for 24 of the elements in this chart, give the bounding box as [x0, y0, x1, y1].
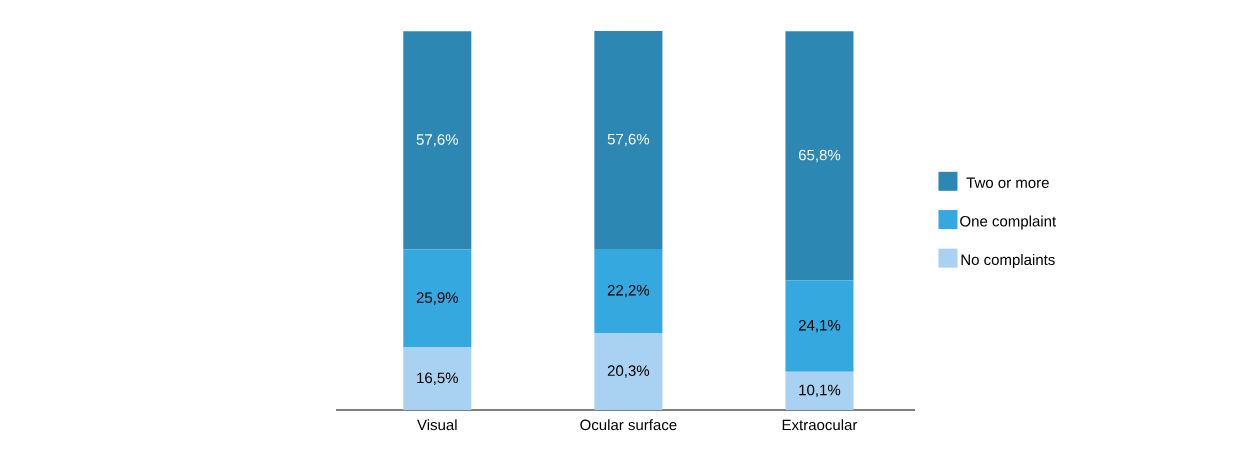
bar: [403, 249, 472, 348]
bar: [594, 249, 663, 334]
legend-label: No complaints: [961, 254, 1055, 269]
bar: [403, 347, 472, 410]
legend-label: Two or more: [966, 177, 1049, 188]
bar: [403, 31, 472, 250]
data-label: 65,8%: [798, 149, 841, 163]
data-label: 57,6%: [416, 134, 459, 147]
bar: [594, 333, 663, 410]
data-label: 10,1%: [799, 384, 841, 398]
x-tick-label: Extraocular: [782, 419, 858, 431]
bar: [785, 280, 854, 372]
data-label: 24,1%: [798, 319, 841, 333]
data-label: 22,2%: [607, 284, 650, 298]
x-tick-label: Ocular surface: [580, 419, 677, 431]
legend-label: One complaint: [960, 215, 1057, 230]
bar: [594, 30, 663, 250]
data-label: 20,3%: [607, 365, 650, 378]
bar: [785, 371, 854, 410]
data-label: 57,6%: [607, 133, 650, 147]
bar: [785, 31, 854, 281]
data-label: 25,9%: [416, 292, 459, 305]
data-label: 16,5%: [417, 372, 459, 385]
x-tick-label: Visual: [417, 419, 457, 431]
